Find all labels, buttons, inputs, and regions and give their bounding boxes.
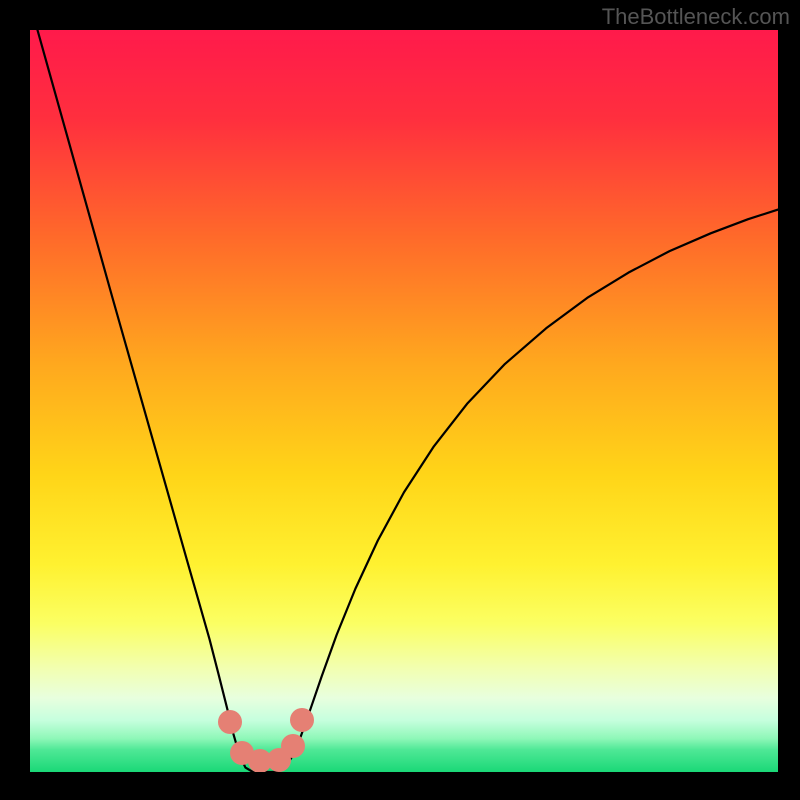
- valley-marker: [281, 734, 305, 758]
- plot-area: [30, 30, 778, 772]
- valley-marker: [290, 708, 314, 732]
- bottleneck-curve: [30, 30, 778, 772]
- watermark-text: TheBottleneck.com: [602, 4, 790, 30]
- curve-path: [37, 30, 778, 772]
- valley-marker: [218, 710, 242, 734]
